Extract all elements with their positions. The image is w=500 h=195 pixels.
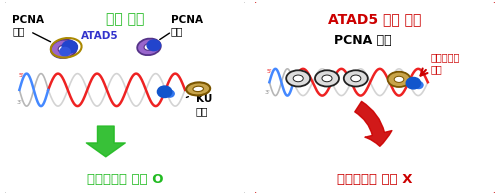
Ellipse shape [344, 70, 368, 87]
Ellipse shape [293, 75, 303, 82]
Text: ATAD5: ATAD5 [80, 31, 118, 41]
Ellipse shape [388, 72, 410, 87]
Text: PCNA
분리: PCNA 분리 [12, 15, 44, 37]
Ellipse shape [144, 43, 154, 50]
Text: 5': 5' [18, 73, 24, 78]
Text: 상동재조합 복구 O: 상동재조합 복구 O [87, 173, 163, 186]
Text: PCNA 축적: PCNA 축적 [334, 34, 392, 47]
Circle shape [166, 90, 174, 97]
Ellipse shape [351, 75, 361, 82]
Text: 단거리절제
방해: 단거리절제 방해 [430, 52, 460, 74]
Text: 3': 3' [264, 90, 270, 95]
Ellipse shape [186, 82, 210, 95]
Ellipse shape [51, 40, 77, 58]
Circle shape [158, 86, 172, 98]
Text: PCNA
분리: PCNA 분리 [170, 15, 202, 37]
Circle shape [406, 77, 420, 89]
Ellipse shape [315, 70, 339, 87]
Circle shape [60, 47, 70, 56]
Text: 5': 5' [266, 69, 272, 74]
Ellipse shape [322, 75, 332, 82]
Ellipse shape [286, 70, 310, 87]
Ellipse shape [394, 76, 404, 82]
FancyBboxPatch shape [2, 0, 248, 195]
Text: ATAD5 결핍 세포: ATAD5 결핍 세포 [328, 12, 422, 26]
Text: 상동재조합 복구 X: 상동재조합 복구 X [337, 173, 413, 186]
Ellipse shape [193, 86, 203, 92]
Text: KU
제거: KU 제거 [196, 94, 212, 116]
FancyArrowPatch shape [355, 101, 392, 146]
Circle shape [147, 40, 160, 51]
FancyBboxPatch shape [252, 0, 498, 195]
Circle shape [414, 82, 423, 89]
Text: 3': 3' [16, 100, 22, 105]
Ellipse shape [58, 45, 70, 53]
Text: 정상 세포: 정상 세포 [106, 12, 144, 26]
Ellipse shape [137, 39, 161, 55]
FancyArrowPatch shape [86, 126, 125, 157]
Circle shape [62, 41, 78, 53]
